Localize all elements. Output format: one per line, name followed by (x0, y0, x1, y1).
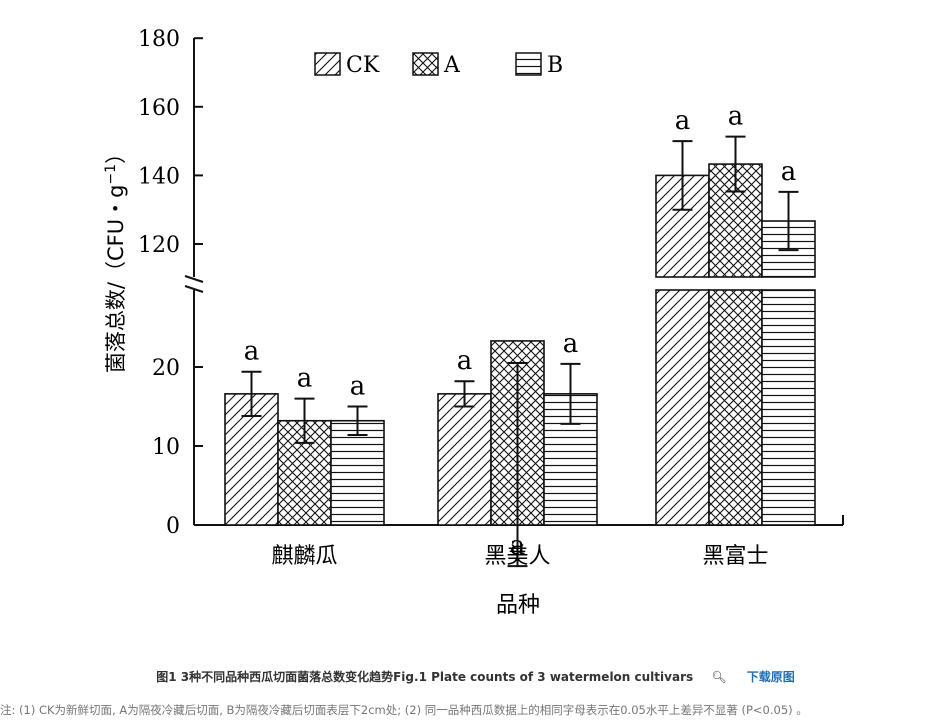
axis-break-mark (184, 275, 204, 283)
legend-label: CK (346, 53, 380, 78)
caption-text: 图1 3种不同品种西瓜切面菌落总数变化趋势Fig.1 Plate counts … (156, 670, 694, 684)
legend-swatch (515, 52, 542, 76)
x-tick-label: 黑美人 (484, 544, 550, 569)
significance-letter: a (244, 337, 260, 367)
bar (330, 419, 385, 526)
legend: CK A B (314, 52, 563, 78)
legend-swatch (412, 52, 439, 76)
y-tick-label: 140 (138, 164, 180, 189)
x-axis-title: 品种 (496, 593, 540, 618)
y-tick-label: 180 (138, 27, 180, 52)
bar (655, 289, 710, 526)
axis-break-mark (184, 285, 204, 293)
significance-letter: a (563, 329, 579, 359)
legend-swatch (314, 52, 341, 76)
significance-letter: a (675, 106, 691, 136)
magnifier-icon[interactable]: 🔍︎ (711, 670, 727, 684)
bar (437, 393, 492, 526)
bars (224, 135, 816, 568)
significance-letter: a (510, 531, 526, 561)
bar (224, 393, 279, 526)
significance-letter: a (297, 364, 313, 394)
y-tick-label: 160 (138, 96, 180, 121)
legend-label: B (547, 53, 563, 78)
x-tick-label: 黑富士 (702, 544, 768, 569)
significance-letter: a (350, 372, 366, 402)
y-tick-label: 120 (138, 233, 180, 258)
y-axis-title: 菌落总数/（CFU・g−1） (103, 143, 128, 373)
figure-caption: 图1 3种不同品种西瓜切面菌落总数变化趋势Fig.1 Plate counts … (0, 668, 951, 685)
y-tick-label: 20 (152, 356, 180, 381)
significance-letter: a (457, 346, 473, 376)
legend-label: A (443, 53, 461, 78)
significance-letter: a (728, 102, 744, 132)
download-original-link[interactable]: 下载原图 (746, 670, 795, 684)
y-tick-label: 0 (166, 514, 180, 539)
bar (761, 289, 816, 526)
significance-letter: a (781, 157, 797, 187)
figure-note: 注: (1) CK为新鲜切面, A为隔夜冷藏后切面, B为隔夜冷藏后切面表层下2… (0, 703, 808, 717)
bar (708, 289, 763, 526)
x-tick-label: 麒麟瓜 (271, 544, 337, 569)
y-tick-label: 10 (152, 435, 180, 460)
